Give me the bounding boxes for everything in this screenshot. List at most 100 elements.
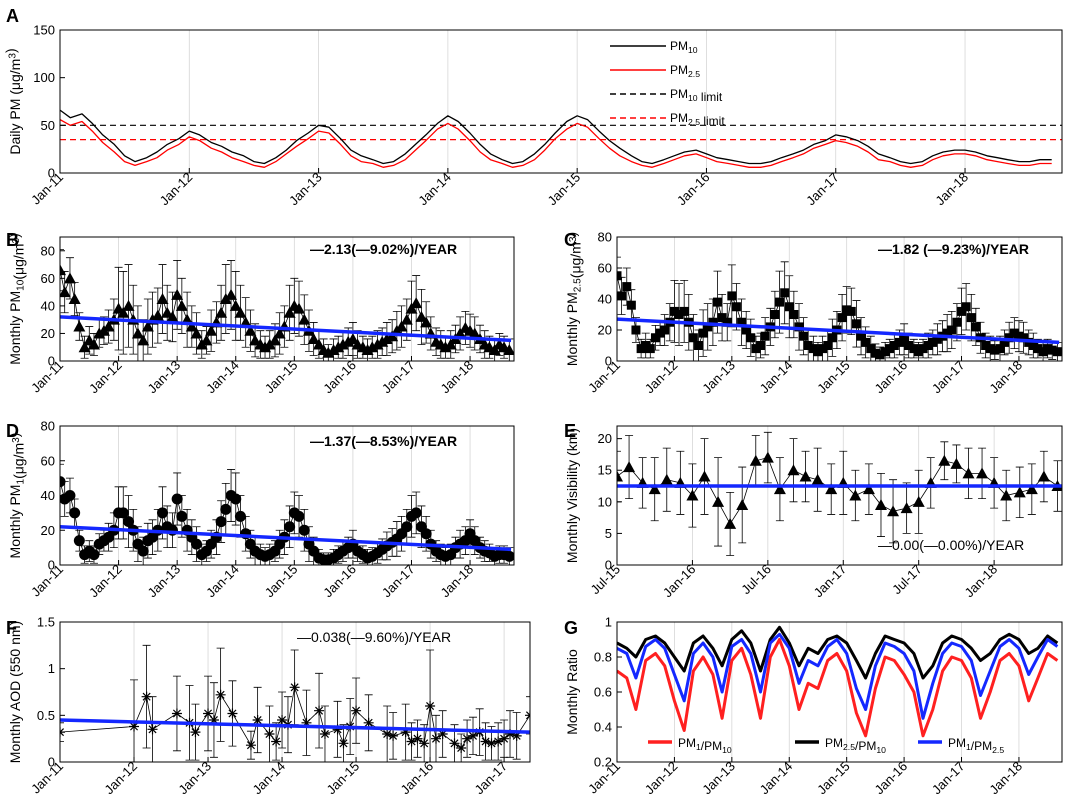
trend-line — [60, 718, 530, 734]
data-point — [1037, 470, 1050, 482]
data-point — [332, 724, 343, 735]
data-point — [799, 470, 812, 482]
y-tick-label: 10 — [598, 494, 612, 509]
error-bar — [526, 696, 530, 735]
data-point — [617, 470, 623, 482]
y-tick-label: 1 — [48, 661, 55, 676]
data-point — [468, 327, 481, 339]
data-point — [245, 740, 256, 751]
panel-letter: D — [6, 421, 19, 441]
data-point — [1025, 483, 1038, 495]
data-point — [932, 334, 942, 344]
trend-line — [60, 315, 512, 343]
data-point — [938, 454, 951, 466]
data-point — [488, 343, 501, 355]
x-tick-label: Jan-12 — [101, 759, 140, 798]
data-point — [688, 333, 698, 343]
x-tick-label: Jan-13 — [699, 759, 738, 798]
y-tick-label: 20 — [41, 326, 55, 341]
legend: PM1/PM10 PM2.5/PM10 PM1/PM2.5 — [648, 736, 1004, 755]
data-point — [660, 473, 673, 485]
x-tick-label: Jan-17 — [803, 170, 842, 209]
y-tick-label: 1.5 — [37, 615, 55, 630]
data-point — [117, 507, 129, 519]
data-point — [264, 729, 275, 739]
x-tick-label: Jul-16 — [738, 562, 774, 598]
data-point — [64, 490, 76, 501]
data-point — [480, 736, 491, 747]
data-point — [400, 313, 413, 325]
legend-label: PM10 limit — [670, 87, 723, 104]
data-point — [875, 350, 885, 360]
y-tick-label: 100 — [33, 70, 55, 85]
data-point — [69, 507, 81, 519]
y-axis-label: Monthly AOD (550 nm) — [7, 621, 23, 763]
data-point — [825, 483, 838, 495]
data-point — [122, 299, 135, 311]
y-axis-label: Daily PM (μg/m3) — [2, 48, 23, 154]
data-point — [123, 516, 135, 528]
data-point — [950, 457, 963, 469]
legend: PM10 PM2.5 PM10 limit PM2.5 limit — [610, 39, 725, 128]
data-point — [503, 343, 514, 355]
y-tick-label: 80 — [41, 243, 55, 258]
x-tick-label: Jan-16 — [660, 562, 699, 601]
data-point — [827, 333, 837, 343]
data-point — [338, 738, 349, 749]
data-point — [749, 454, 762, 466]
data-point — [981, 341, 991, 350]
y-tick-label: 60 — [41, 271, 55, 286]
panel-letter: G — [564, 618, 578, 638]
data-point — [1009, 328, 1019, 338]
data-point — [388, 730, 399, 741]
data-point — [307, 332, 320, 344]
data-point — [976, 467, 989, 479]
data-point — [990, 345, 1000, 355]
data-point — [623, 461, 636, 473]
x-tick-label: Jan-17 — [929, 358, 968, 397]
data-point — [78, 341, 91, 353]
data-point — [205, 324, 218, 336]
y-tick-label: 5 — [605, 526, 612, 541]
trend-annotation: —0.00(—0.00%)/YEAR — [878, 537, 1024, 553]
x-tick-label: Jan-17 — [472, 759, 511, 798]
data-point — [249, 334, 262, 346]
trend-annotation: —0.038(—9.60%)/YEAR — [297, 629, 451, 645]
data-point — [862, 483, 875, 495]
data-point — [889, 341, 899, 350]
trend-annotation: —1.37(—8.53%)/YEAR — [310, 433, 457, 449]
plot-area — [617, 625, 1059, 738]
data-point — [617, 271, 622, 281]
data-point — [952, 317, 962, 327]
data-point — [229, 299, 242, 311]
legend-label: PM2.5 — [670, 63, 700, 79]
legend-label: PM1/PM2.5 — [948, 736, 1004, 755]
data-point — [137, 334, 150, 346]
data-point — [171, 708, 182, 719]
x-tick-label: Jul-17 — [889, 562, 925, 598]
data-point — [420, 316, 433, 328]
data-point — [273, 327, 286, 339]
data-point — [899, 334, 909, 344]
trend-line — [60, 525, 512, 552]
data-point — [503, 550, 514, 562]
data-point — [870, 348, 880, 358]
data-point — [511, 730, 522, 741]
data-point — [410, 297, 423, 309]
y-tick-label: 0 — [48, 166, 55, 181]
data-point — [727, 291, 737, 301]
data-point — [1033, 344, 1043, 354]
data-point — [462, 733, 473, 744]
x-tick-label: Jan-15 — [814, 759, 853, 798]
data-point — [60, 264, 66, 276]
x-tick-label: Jan-13 — [175, 759, 214, 798]
y-tick-label: 0 — [605, 558, 612, 573]
y-tick-label: 20 — [598, 431, 612, 446]
data-point — [456, 743, 467, 753]
y-tick-label: 0.8 — [594, 650, 612, 665]
data-point — [293, 510, 305, 522]
data-point — [322, 346, 335, 358]
x-tick-label: Jan-12 — [642, 759, 681, 798]
